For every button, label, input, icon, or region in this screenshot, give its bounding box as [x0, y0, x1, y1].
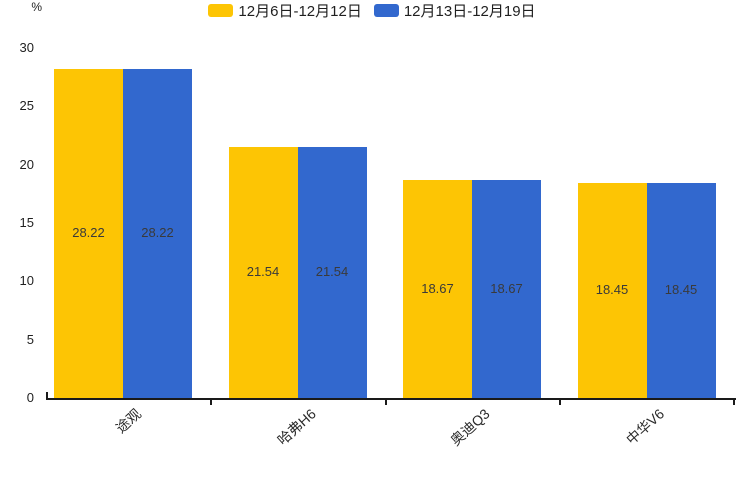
y-axis-tick-label: 20 — [19, 156, 34, 172]
y-axis-tick-label: 10 — [19, 273, 34, 289]
bar-value-label: 18.45 — [664, 282, 698, 298]
legend-item-series1[interactable]: 12月6日-12月12日 — [208, 0, 362, 21]
y-axis-tick-label: 15 — [19, 215, 34, 230]
bar-value-label: 28.22 — [141, 225, 174, 241]
bar-series1-cat2 — [228, 146, 298, 398]
y-axis-tick-label: 30 — [19, 40, 34, 55]
x-axis-category-label: 途观 — [112, 405, 145, 437]
x-axis-category-label: 奥迪Q3 — [447, 405, 494, 449]
legend-label: 12月13日-12月19日 — [403, 2, 536, 20]
x-axis-category-label: 哈弗H6 — [273, 405, 319, 449]
y-axis-tick-label: 0 — [26, 390, 34, 405]
legend-item-series2[interactable]: 12月13日-12月19日 — [373, 0, 536, 21]
bar-series2-cat4 — [646, 182, 716, 398]
bar-series1-cat4 — [577, 182, 647, 398]
bar-series1-cat3 — [403, 180, 472, 398]
bar-value-label: 28.22 — [72, 225, 105, 241]
bar-value-label: 18.67 — [490, 281, 523, 297]
bar-series1-cat1 — [54, 68, 123, 398]
y-axis-unit-label: % — [31, 0, 42, 14]
bar-series2-cat3 — [472, 180, 541, 398]
x-axis-category-label: 中华V6 — [623, 405, 668, 448]
y-axis-tick-label: 25 — [19, 98, 34, 114]
bar-series2-cat1 — [123, 68, 192, 398]
x-axis-tick — [384, 400, 387, 405]
y-axis-zero-tick — [46, 392, 48, 398]
bar-value-label: 18.45 — [595, 282, 629, 298]
legend-swatch-icon — [208, 3, 234, 17]
bar-value-label: 21.54 — [246, 264, 280, 280]
bar-value-label: 18.67 — [421, 281, 454, 297]
x-axis-tick — [559, 400, 562, 405]
legend-swatch-icon — [373, 3, 399, 17]
chart-legend: 12月6日-12月12日 12月13日-12月19日 — [0, 0, 744, 20]
legend-label: 12月6日-12月12日 — [238, 2, 362, 20]
y-axis-tick-label: 5 — [26, 331, 34, 347]
x-axis-tick — [733, 400, 735, 405]
bar-series2-cat2 — [297, 146, 367, 398]
bar-value-label: 21.54 — [315, 264, 349, 280]
x-axis-line — [46, 398, 736, 400]
x-axis-tick — [210, 400, 213, 405]
